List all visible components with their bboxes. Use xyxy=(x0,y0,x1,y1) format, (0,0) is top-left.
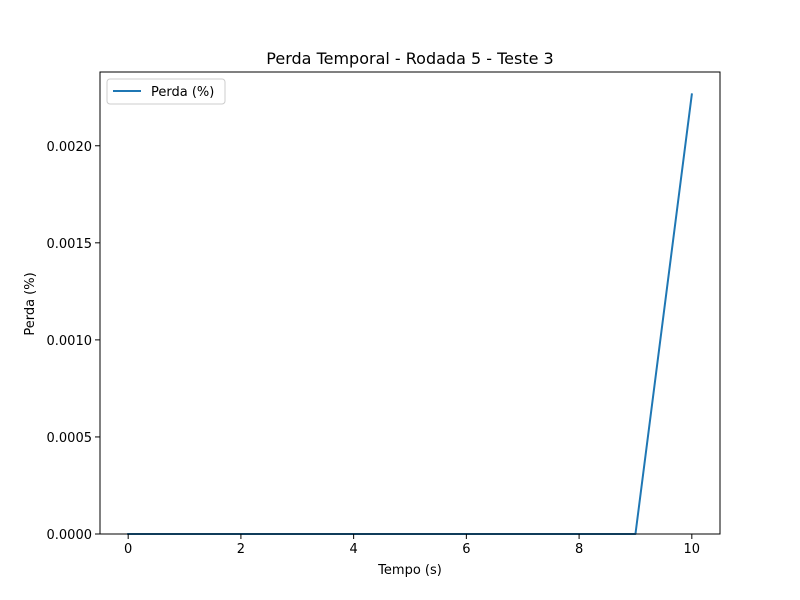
x-tick-label: 0 xyxy=(124,542,132,557)
x-axis-label: Tempo (s) xyxy=(377,563,442,578)
y-tick-label: 0.0010 xyxy=(47,334,93,349)
legend: Perda (%) xyxy=(106,78,226,105)
legend-box xyxy=(106,78,226,105)
x-tick-label: 6 xyxy=(462,542,470,557)
y-tick-label: 0.0005 xyxy=(47,431,93,446)
x-tick-label: 10 xyxy=(684,542,701,557)
x-tick-label: 8 xyxy=(575,542,583,557)
chart-title: Perda Temporal - Rodada 5 - Teste 3 xyxy=(266,49,553,68)
x-tick-label: 4 xyxy=(349,542,357,557)
axes-frame xyxy=(99,71,721,535)
plot-area: 0 2 4 6 8 10 0.0000 0.0005 0.0010 0.0015 0.0020 xyxy=(47,71,721,557)
x-tick-label: 2 xyxy=(237,542,245,557)
y-tick-label: 0.0020 xyxy=(47,140,93,155)
y-tick-label: 0.0000 xyxy=(47,528,93,543)
y-axis-label: Perda (%) xyxy=(23,272,38,335)
legend-label: Perda (%) xyxy=(151,85,214,100)
y-tick-label: 0.0015 xyxy=(47,237,93,252)
